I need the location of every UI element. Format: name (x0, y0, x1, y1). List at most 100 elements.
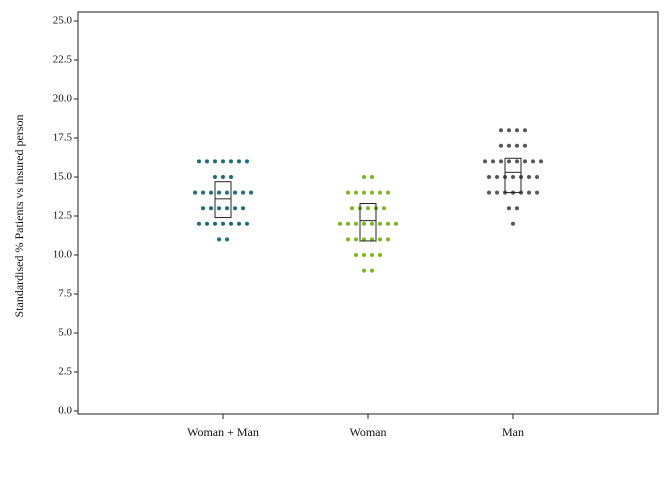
dot (515, 206, 519, 211)
dot (491, 159, 495, 164)
dot (205, 159, 209, 164)
box (359, 203, 377, 242)
dot (511, 221, 515, 226)
y-tick-label: 2.5 (58, 366, 72, 378)
dot (535, 175, 539, 179)
dot (221, 159, 225, 164)
dot (221, 221, 225, 226)
y-tick-label: 0.0 (58, 405, 72, 417)
dot (507, 206, 511, 211)
dot (362, 268, 366, 273)
dot (205, 221, 209, 226)
dot (233, 190, 237, 195)
box (504, 157, 522, 194)
dot (346, 221, 350, 226)
dot (531, 159, 535, 164)
y-tick-label: 17.5 (53, 132, 73, 144)
dot (527, 190, 531, 195)
dot (354, 190, 358, 195)
dot (386, 221, 390, 226)
dot (217, 206, 221, 211)
dot (378, 190, 382, 195)
dot (499, 128, 503, 133)
dot (213, 221, 217, 226)
dot (499, 143, 503, 148)
dot (237, 159, 241, 164)
dot (213, 175, 217, 179)
box (214, 181, 232, 219)
y-tick-label: 25.0 (53, 15, 73, 27)
dot (523, 159, 527, 164)
dot (515, 159, 519, 164)
dot (225, 206, 229, 211)
dot (386, 237, 390, 242)
dot (366, 206, 370, 211)
dot (539, 159, 543, 164)
dot (378, 237, 382, 242)
dot (213, 159, 217, 164)
y-axis-label: Standardised % Patients vs insured perso… (12, 115, 26, 318)
dot (225, 190, 229, 195)
dot (487, 190, 491, 195)
dot (362, 190, 366, 195)
dot (523, 143, 527, 148)
dot (507, 159, 511, 164)
dot (382, 206, 386, 211)
dot (354, 237, 358, 242)
dot (507, 143, 511, 148)
dot (245, 221, 249, 226)
dot (527, 175, 531, 179)
dot (197, 221, 201, 226)
dot (217, 190, 221, 195)
dot (193, 190, 197, 195)
y-tick-label: 7.5 (58, 288, 72, 300)
dot (362, 221, 366, 226)
y-tick-label: 22.5 (53, 54, 73, 66)
dot (535, 190, 539, 195)
dot (241, 190, 245, 195)
dot (209, 190, 213, 195)
x-tick-label: Woman (349, 425, 386, 439)
dot (487, 175, 491, 179)
dot (515, 143, 519, 148)
dot (346, 237, 350, 242)
dot (338, 221, 342, 226)
dot (523, 128, 527, 133)
dot (394, 221, 398, 226)
y-tick-label: 12.5 (53, 210, 73, 222)
dot (370, 175, 374, 179)
dot (507, 128, 511, 133)
dot (346, 190, 350, 195)
y-tick-label: 10.0 (53, 249, 73, 261)
dot (511, 175, 515, 179)
y-tick-label: 5.0 (58, 327, 72, 339)
dot (370, 253, 374, 257)
dot (362, 175, 366, 179)
dot (225, 237, 229, 242)
x-tick-label: Man (502, 425, 524, 439)
dot (209, 206, 213, 211)
dot (362, 237, 366, 242)
dot (354, 253, 358, 257)
dot (362, 253, 366, 257)
y-tick-label: 20.0 (53, 93, 73, 105)
dot (483, 159, 487, 164)
dot (233, 206, 237, 211)
dot (378, 221, 382, 226)
dot (229, 159, 233, 164)
dot (201, 206, 205, 211)
dot (386, 190, 390, 195)
dot (354, 221, 358, 226)
y-tick-label: 15.0 (53, 171, 73, 183)
dot (515, 128, 519, 133)
dot (378, 253, 382, 257)
dot (495, 175, 499, 179)
dot (229, 221, 233, 226)
dot (370, 237, 374, 242)
dot (370, 190, 374, 195)
dot (201, 190, 205, 195)
dot (241, 206, 245, 211)
dot (245, 159, 249, 164)
